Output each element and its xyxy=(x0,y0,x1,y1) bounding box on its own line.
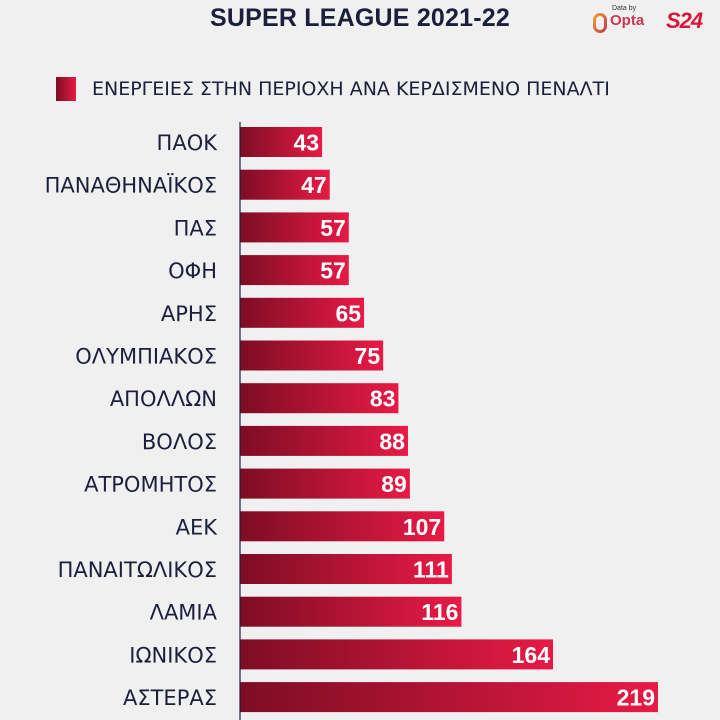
value-label: 83 xyxy=(370,386,396,412)
bar-10 xyxy=(240,554,452,584)
category-label: ΙΩΝΙΚΟΣ xyxy=(129,643,217,667)
value-label: 57 xyxy=(320,258,346,284)
bar-0 xyxy=(240,127,323,157)
bar-2 xyxy=(240,212,349,243)
bar-4 xyxy=(240,297,365,328)
legend-label: ΕΝΕΡΓΕΙΕΣ ΣΤΗΝ ΠΕΡΙΟΧΗ ΑΝΑ ΚΕΡΔΙΣΜΕΝΟ ΠΕ… xyxy=(92,78,610,100)
s24-logo: S24 xyxy=(666,8,703,33)
value-label: 164 xyxy=(512,642,551,668)
value-label: 65 xyxy=(335,300,361,326)
bar-13 xyxy=(240,682,658,713)
bar-5 xyxy=(240,340,384,371)
category-label: ΑΤΡΟΜΗΤΟΣ xyxy=(84,473,217,497)
chart-title: SUPER LEAGUE 2021-22 xyxy=(210,4,510,32)
value-label: 107 xyxy=(403,514,441,540)
value-label: 116 xyxy=(421,599,458,625)
category-label: ΠΑΣ xyxy=(174,216,217,240)
category-label: ΑΠΟΛΛΩΝ xyxy=(110,387,217,411)
value-label: 219 xyxy=(617,685,655,711)
bar-8 xyxy=(240,468,410,499)
bar-6 xyxy=(240,383,399,414)
data-by-label: Data by xyxy=(612,5,637,12)
value-label: 57 xyxy=(320,215,346,241)
category-label: ΟΦΗ xyxy=(168,259,217,283)
category-label: ΠΑΝΑΘΗΝΑΪΚΟΣ xyxy=(45,173,217,198)
value-label: 47 xyxy=(301,172,327,198)
brand-logos: Data by Opta S24 xyxy=(590,4,718,38)
value-label: 43 xyxy=(293,130,319,156)
category-label: ΒΟΛΟΣ xyxy=(142,430,217,454)
bar-11 xyxy=(240,596,462,627)
bar-7 xyxy=(240,425,408,456)
opta-logo-icon xyxy=(593,13,607,33)
category-label: ΑΡΗΣ xyxy=(161,302,217,326)
value-label: 111 xyxy=(413,557,449,583)
category-label: ΠΑΟΚ xyxy=(157,131,219,155)
bar-12 xyxy=(240,639,554,670)
value-label: 75 xyxy=(355,343,381,369)
category-label: ΟΛΥΜΠΙΑΚΟΣ xyxy=(75,345,217,369)
category-label: ΠΑΝΑΙΤΩΛΙΚΟΣ xyxy=(58,558,217,582)
value-label: 89 xyxy=(381,471,407,497)
category-label: ΑΣΤΕΡΑΣ xyxy=(123,686,217,710)
legend: ΕΝΕΡΓΕΙΕΣ ΣΤΗΝ ΠΕΡΙΟΧΗ ΑΝΑ ΚΕΡΔΙΣΜΕΝΟ ΠΕ… xyxy=(56,76,610,102)
category-label: ΛΑΜΙΑ xyxy=(150,601,218,625)
bar-1 xyxy=(240,169,330,200)
bar-3 xyxy=(240,255,349,286)
legend-swatch xyxy=(56,77,76,101)
category-label: ΑΕΚ xyxy=(176,515,219,539)
bar-9 xyxy=(240,511,445,542)
opta-logo-text: Opta xyxy=(610,12,645,29)
value-label: 88 xyxy=(379,428,405,454)
